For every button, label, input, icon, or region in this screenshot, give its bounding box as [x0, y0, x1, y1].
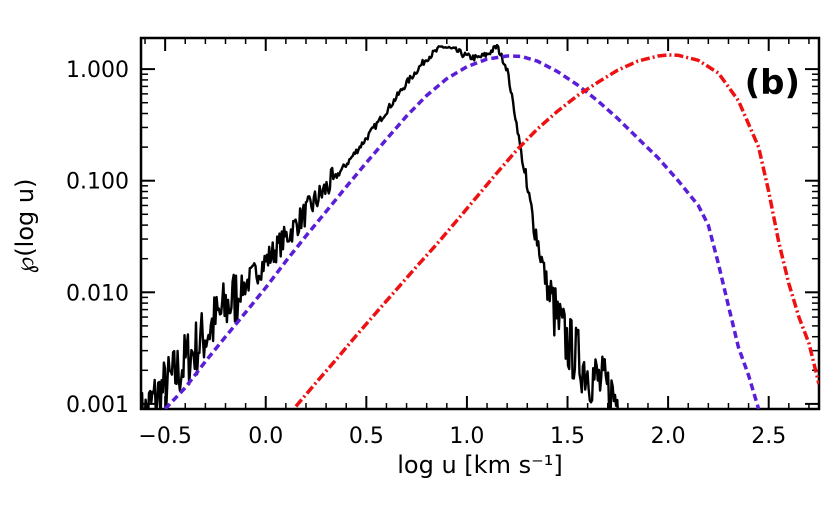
y-tick-label: 0.100 — [66, 170, 129, 195]
x-tick-label: 0.0 — [248, 424, 283, 449]
series-line-dash-dot — [294, 53, 819, 408]
x-tick-label: 2.5 — [751, 424, 786, 449]
x-tick-label: 2.0 — [651, 424, 686, 449]
series-line-solid — [141, 43, 619, 409]
x-tick-label: 1.5 — [550, 424, 585, 449]
y-axis-label: ℘(log u) — [11, 179, 39, 274]
series-layer — [141, 43, 819, 409]
series-line-dashed — [163, 54, 761, 409]
y-tick-label: 1.000 — [66, 58, 129, 83]
panel-label: (b) — [745, 63, 800, 103]
x-tick-label: 1.0 — [449, 424, 484, 449]
y-tick-label: 0.010 — [66, 281, 129, 306]
x-tick-label: −0.5 — [138, 424, 191, 449]
x-axis-tick-labels: −0.5 0.0 0.5 1.0 1.5 2.0 2.5 — [138, 424, 786, 449]
y-tick-label: 0.001 — [66, 393, 129, 418]
plot-area-frame — [139, 36, 821, 411]
axis-ticks — [141, 38, 819, 410]
x-tick-label: 0.5 — [349, 424, 384, 449]
x-axis-label: log u [km s⁻¹] — [397, 451, 562, 479]
y-axis-tick-labels: 0.001 0.010 0.100 1.000 — [66, 58, 129, 418]
